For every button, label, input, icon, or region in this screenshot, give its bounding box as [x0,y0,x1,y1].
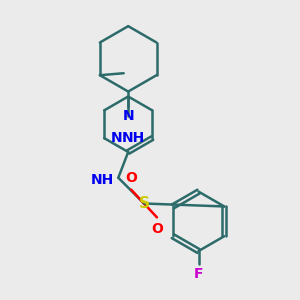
Text: O: O [151,222,163,236]
Text: N: N [122,110,134,123]
Text: N: N [111,131,123,145]
Text: NH: NH [122,131,145,145]
Text: O: O [125,171,137,185]
Text: S: S [139,196,150,211]
Text: F: F [194,267,203,281]
Text: NH: NH [91,173,114,187]
